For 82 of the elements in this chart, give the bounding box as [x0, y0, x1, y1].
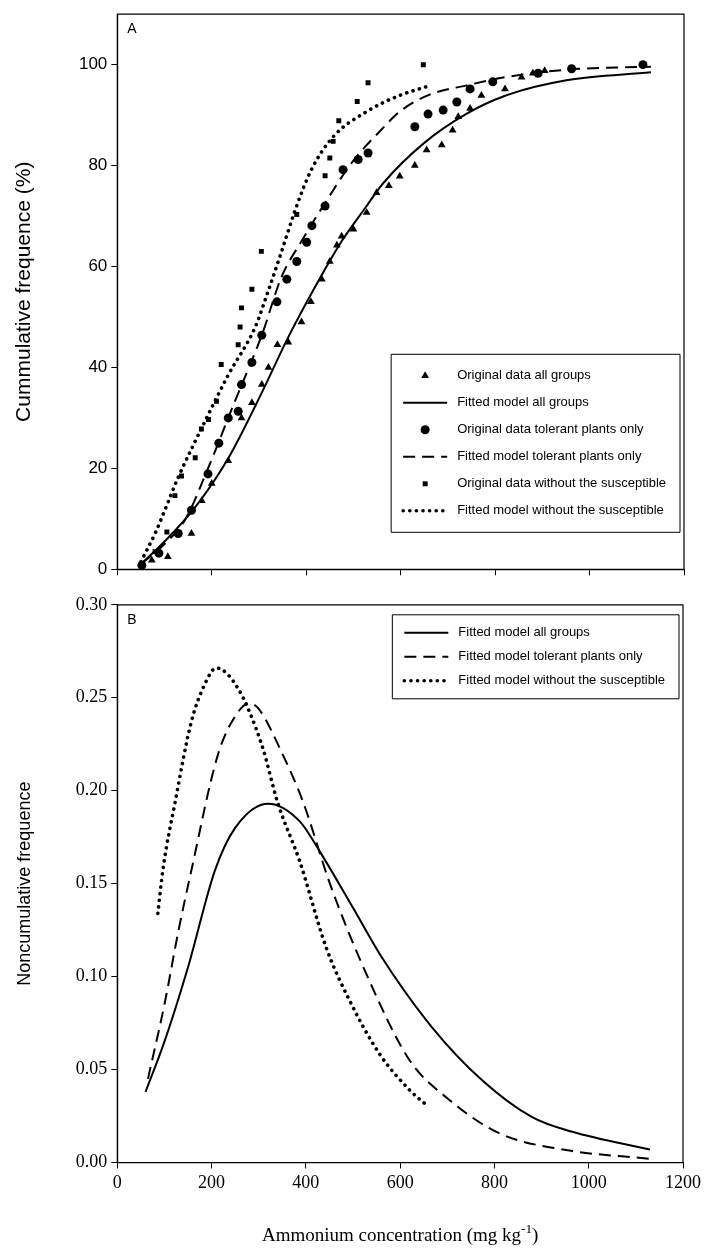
point: [186, 505, 196, 515]
x-tick-label: 0: [112, 1172, 122, 1193]
legend-label: Fitted model without the susceptible: [458, 672, 665, 688]
point: [233, 406, 243, 416]
point: [273, 340, 282, 347]
point: [420, 62, 426, 68]
legend-label: Fitted model tolerant plants only: [458, 648, 644, 664]
point: [257, 330, 267, 340]
x-tick-label: 200: [198, 1172, 226, 1193]
x-tick-label: 400: [292, 1172, 320, 1193]
point: [410, 161, 419, 168]
point: [237, 380, 246, 390]
point: [410, 122, 420, 132]
point: [330, 138, 336, 144]
y-tick-label: 0.20: [75, 779, 108, 800]
legend-label: Fitted model without the susceptible: [457, 502, 664, 518]
legend-label: Fitted model all groups: [458, 624, 591, 640]
legend-label: Original data without the susceptible: [457, 475, 667, 491]
legend-label: Original data all groups: [457, 367, 592, 383]
point: [362, 208, 371, 215]
y-tick-label: 100: [78, 54, 108, 74]
point: [465, 84, 475, 94]
annotation: A: [127, 20, 138, 37]
point: [237, 324, 243, 330]
point: [363, 148, 373, 158]
y-tick-label: 0.05: [75, 1058, 108, 1079]
legend-label: Fitted model tolerant plants only: [457, 448, 642, 464]
point: [282, 274, 292, 284]
y-tick-label: 0.30: [75, 593, 108, 614]
point: [307, 297, 315, 305]
point: [297, 317, 306, 325]
point: [163, 552, 172, 559]
y-axis-title: Cummulative frequence (%): [11, 161, 34, 422]
x-tick-label: 600: [386, 1172, 414, 1193]
point: [239, 305, 244, 311]
y-tick-label: 0.25: [75, 686, 108, 707]
point: [448, 125, 457, 133]
point: [172, 493, 178, 499]
point: [638, 60, 648, 70]
point: [247, 398, 256, 406]
point: [272, 297, 282, 307]
legend-label: Fitted model all groups: [457, 394, 590, 410]
point: [384, 181, 393, 189]
point: [258, 248, 264, 254]
point: [322, 173, 328, 179]
point: [179, 473, 184, 479]
point: [354, 99, 360, 104]
point: [257, 380, 266, 387]
x-tick-label: 1200: [665, 1172, 701, 1193]
x-tick-label: 1000: [570, 1172, 607, 1193]
point: [517, 72, 526, 80]
point: [192, 455, 198, 461]
y-tick-label: 0.10: [75, 965, 108, 986]
point: [501, 84, 509, 92]
point: [164, 529, 170, 535]
point: [302, 237, 312, 247]
point: [218, 361, 224, 367]
y-axis-title: Noncumulative frequence: [14, 781, 34, 986]
y-tick-label: 0: [97, 558, 108, 578]
x-tick-label: 800: [480, 1172, 508, 1193]
point: [438, 105, 448, 115]
point: [292, 256, 302, 266]
y-tick-label: 20: [88, 458, 108, 478]
point: [437, 140, 446, 148]
point: [249, 286, 255, 292]
point: [477, 90, 486, 98]
point: [187, 528, 196, 536]
y-tick-label: 0.00: [75, 1151, 108, 1172]
y-tick-label: 80: [88, 155, 108, 175]
legend-label: Original data tolerant plants only: [457, 421, 645, 437]
point: [235, 342, 241, 348]
y-tick-label: 0.15: [75, 872, 108, 893]
point: [264, 362, 273, 370]
point: [336, 118, 342, 124]
point: [365, 80, 371, 86]
point: [423, 109, 433, 119]
y-tick-label: 40: [88, 357, 108, 377]
point: [452, 97, 462, 107]
point: [422, 145, 431, 153]
annotation: B: [127, 610, 137, 627]
point: [237, 413, 246, 421]
y-tick-label: 60: [88, 256, 108, 276]
